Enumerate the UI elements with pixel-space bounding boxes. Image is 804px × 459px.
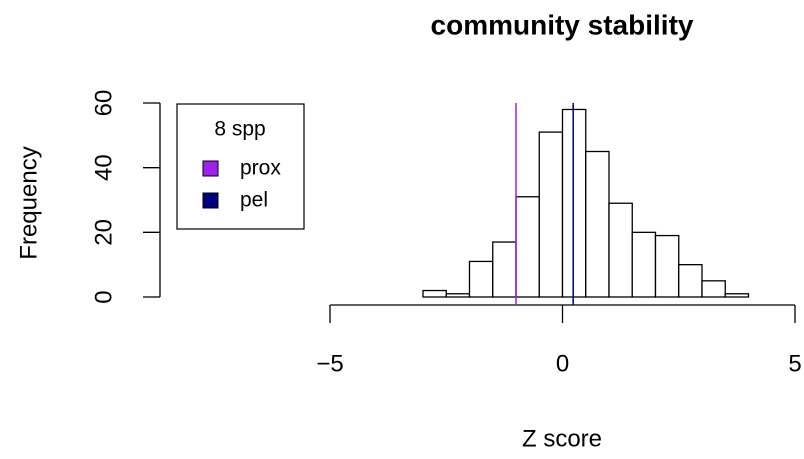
bar [654, 234, 680, 298]
legend-box [176, 103, 305, 230]
bar [538, 131, 564, 298]
bar [515, 196, 540, 298]
y-tick-label: 0 [90, 290, 117, 303]
bar [678, 264, 703, 298]
legend-swatch [202, 192, 219, 209]
chart-title: community stability [431, 9, 694, 40]
bar [561, 108, 587, 298]
x-axis-label: Z score [522, 425, 602, 452]
x-tick-label: 0 [556, 350, 569, 377]
bar [631, 231, 657, 298]
x-tick-label: 5 [788, 350, 801, 377]
x-tick-label: −5 [316, 350, 343, 377]
legend-label: pel [240, 189, 268, 212]
bar [585, 150, 610, 298]
y-axis-label: Frequency [15, 146, 42, 259]
legend-swatch [202, 160, 219, 177]
bar [492, 241, 517, 298]
bar [445, 293, 471, 298]
y-tick-label: 60 [90, 90, 117, 117]
bar [701, 280, 726, 298]
bar [724, 293, 750, 298]
bar [422, 289, 447, 298]
y-tick-label: 20 [90, 219, 117, 246]
legend-title: 8 spp [214, 118, 265, 141]
legend-label: prox [240, 157, 281, 180]
bar [468, 260, 494, 298]
bar [608, 202, 633, 298]
y-tick-label: 40 [90, 154, 117, 181]
